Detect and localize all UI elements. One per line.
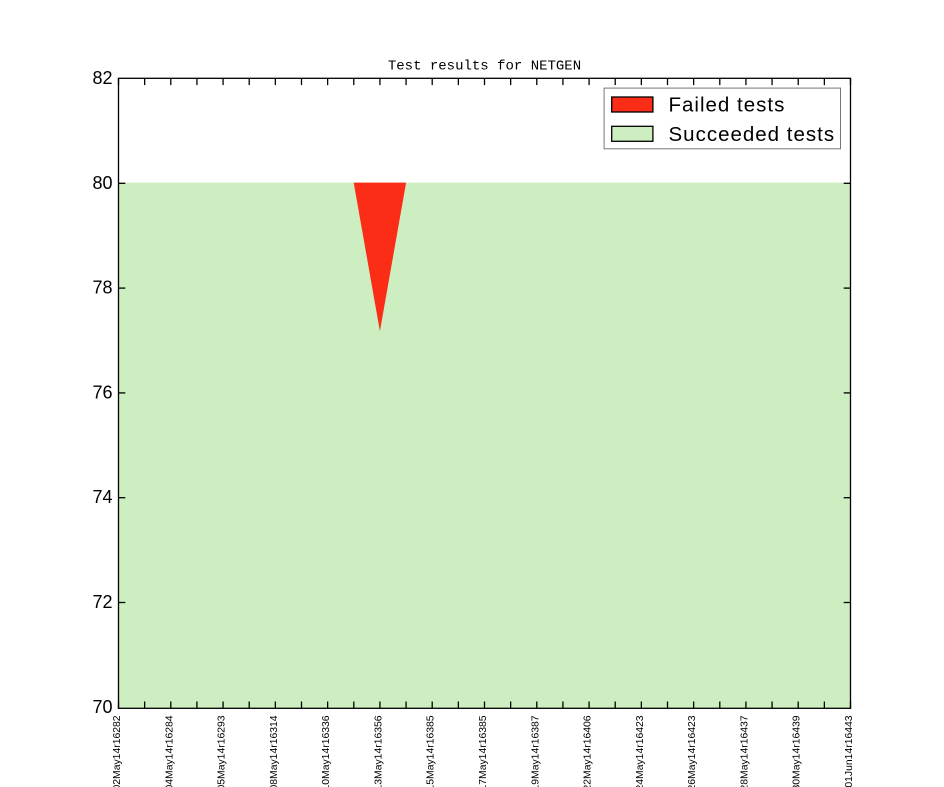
svg-text:70: 70 bbox=[92, 697, 112, 717]
svg-text:24May14r16423: 24May14r16423 bbox=[635, 715, 646, 787]
svg-text:Succeeded tests: Succeeded tests bbox=[669, 123, 836, 146]
svg-text:74: 74 bbox=[92, 487, 112, 507]
svg-text:30May14r16439: 30May14r16439 bbox=[792, 715, 803, 787]
svg-text:82: 82 bbox=[92, 68, 112, 88]
svg-text:01Jun14r16443: 01Jun14r16443 bbox=[844, 715, 855, 787]
svg-text:10May14r16336: 10May14r16336 bbox=[321, 715, 332, 787]
svg-text:05May14r16293: 05May14r16293 bbox=[217, 715, 228, 787]
svg-text:02May14r16282: 02May14r16282 bbox=[112, 715, 123, 787]
svg-text:28May14r16437: 28May14r16437 bbox=[739, 715, 750, 787]
svg-text:78: 78 bbox=[92, 278, 112, 298]
svg-text:22May14r16406: 22May14r16406 bbox=[583, 715, 594, 787]
svg-text:76: 76 bbox=[92, 382, 112, 402]
svg-text:Failed tests: Failed tests bbox=[669, 94, 786, 117]
svg-text:72: 72 bbox=[92, 592, 112, 612]
svg-text:17May14r16385: 17May14r16385 bbox=[478, 715, 489, 787]
svg-text:13May14r16356: 13May14r16356 bbox=[373, 715, 384, 787]
svg-text:08May14r16314: 08May14r16314 bbox=[269, 715, 280, 787]
svg-text:15May14r16385: 15May14r16385 bbox=[426, 715, 437, 787]
svg-text:19May14r16387: 19May14r16387 bbox=[530, 715, 541, 787]
svg-text:26May14r16423: 26May14r16423 bbox=[687, 715, 698, 787]
svg-text:04May14r16284: 04May14r16284 bbox=[164, 715, 175, 787]
svg-text:80: 80 bbox=[92, 173, 112, 193]
svg-text:Test results for NETGEN: Test results for NETGEN bbox=[388, 59, 581, 75]
